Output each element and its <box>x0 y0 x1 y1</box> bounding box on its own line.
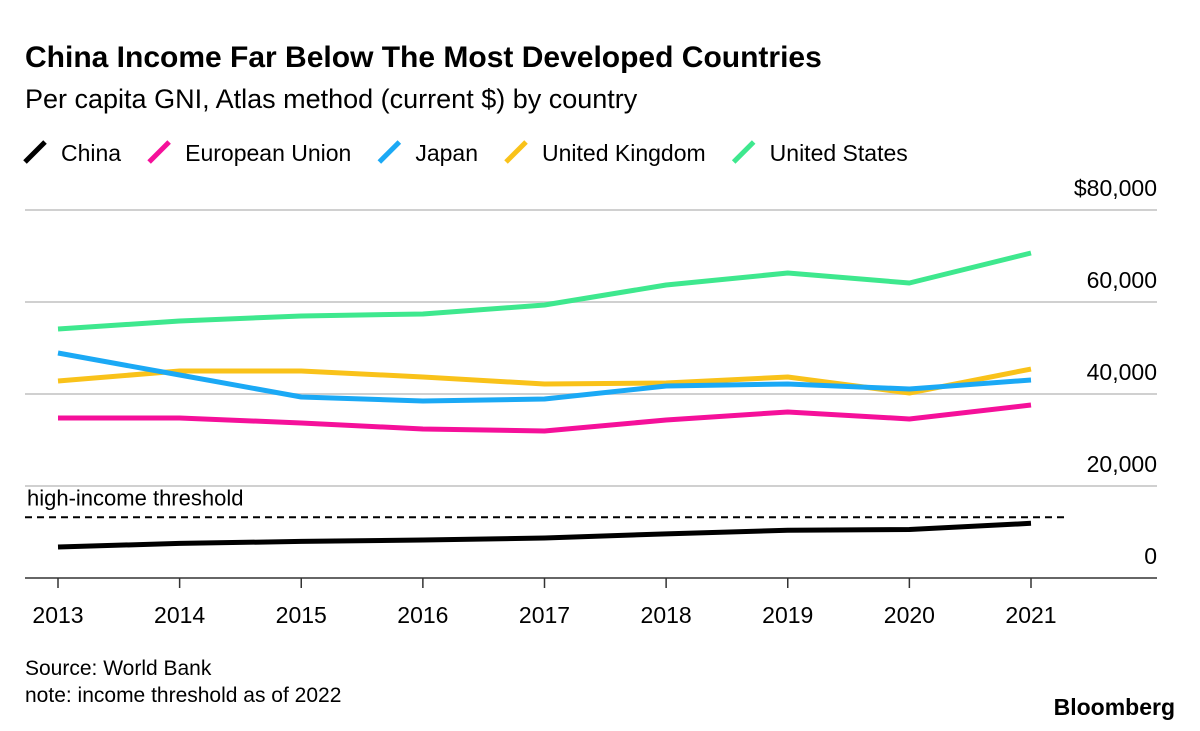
legend-swatch <box>731 140 756 164</box>
series-line <box>57 520 1032 550</box>
x-tick-label: 2017 <box>519 602 570 628</box>
note: note: income threshold as of 2022 <box>25 684 341 707</box>
source: Source: World Bank <box>25 657 212 680</box>
series-line <box>58 402 1032 434</box>
x-tick-label: 2020 <box>884 602 935 628</box>
series-line <box>57 350 1032 404</box>
threshold-label: high-income threshold <box>27 485 243 510</box>
y-tick-label: 0 <box>1144 543 1157 569</box>
x-tick-label: 2013 <box>32 602 83 628</box>
legend-label: China <box>61 140 121 166</box>
legend-swatch <box>377 140 402 164</box>
legend-label: United Kingdom <box>542 140 706 166</box>
x-tick-label: 2015 <box>276 602 327 628</box>
y-tick-label: $80,000 <box>1074 175 1157 201</box>
x-tick-label: 2018 <box>641 602 692 628</box>
legend-swatch <box>147 140 171 164</box>
legend-swatch <box>23 140 47 164</box>
y-tick-label: 60,000 <box>1087 267 1157 293</box>
legend-label: United States <box>770 140 908 166</box>
chart-subtitle: Per capita GNI, Atlas method (current $)… <box>25 84 638 114</box>
x-tick-label: 2021 <box>1005 602 1056 628</box>
x-tick-label: 2016 <box>397 602 448 628</box>
chart-title: China Income Far Below The Most Develope… <box>25 41 822 74</box>
y-tick-label: 20,000 <box>1087 451 1157 477</box>
legend-swatch <box>504 140 528 164</box>
legend-label: Japan <box>415 140 478 166</box>
legend-label: European Union <box>185 140 351 166</box>
brand: Bloomberg <box>1054 694 1175 720</box>
x-tick-label: 2019 <box>762 602 813 628</box>
series-line <box>57 250 1032 332</box>
x-tick-label: 2014 <box>154 602 205 628</box>
y-tick-label: 40,000 <box>1087 359 1157 385</box>
